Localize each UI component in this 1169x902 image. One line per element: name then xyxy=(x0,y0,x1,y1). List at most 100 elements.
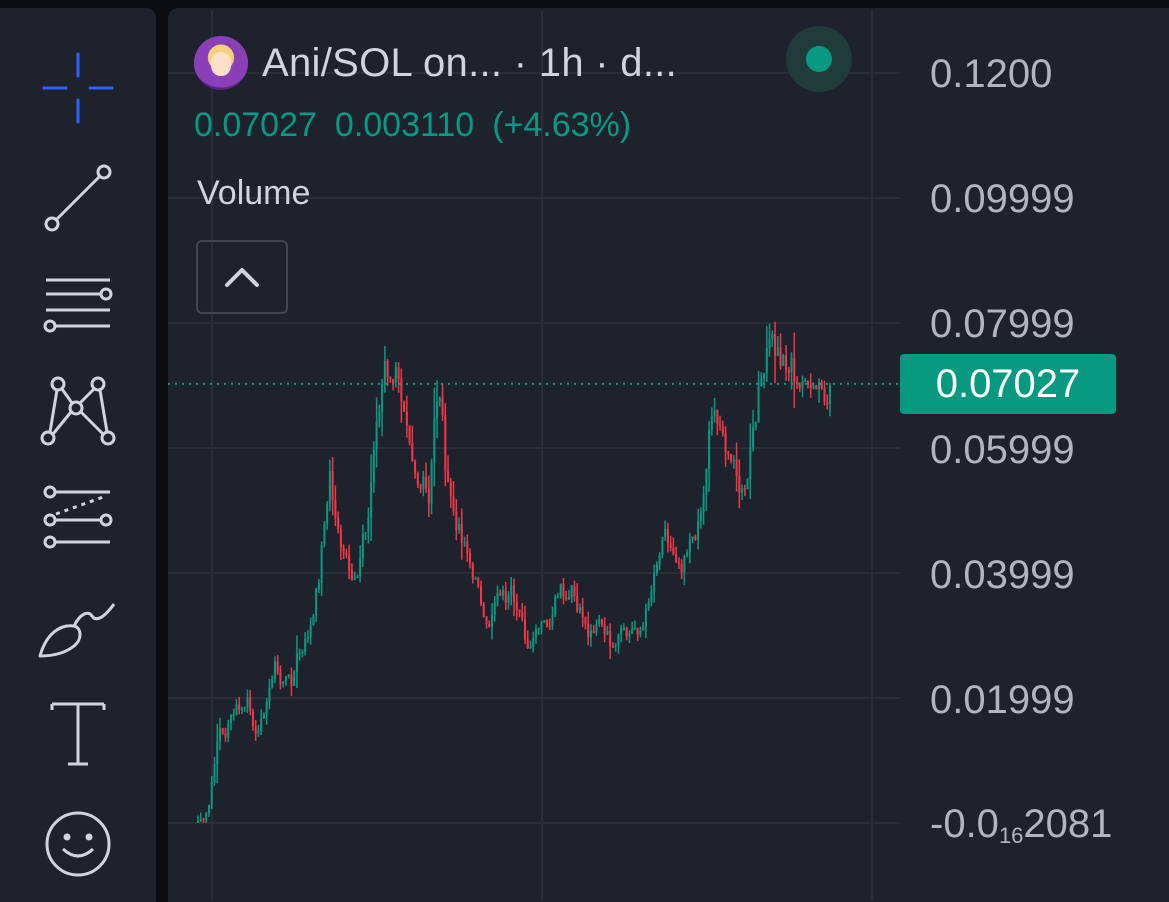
candle-body xyxy=(221,728,224,734)
price-axis-label: 0.01999 xyxy=(930,678,1075,722)
candle-body xyxy=(356,576,359,579)
candle-body xyxy=(584,617,587,624)
candle-body xyxy=(548,625,551,627)
candle-body xyxy=(271,679,274,688)
candle-body xyxy=(249,697,252,711)
candle-body xyxy=(403,401,406,412)
candle-body xyxy=(727,452,730,455)
candle-body xyxy=(806,380,810,385)
candle-body xyxy=(273,661,276,680)
price-change-percent: (+4.63%) xyxy=(492,106,632,144)
candle-body xyxy=(229,715,233,724)
symbol-title: Ani/SOL on... · 1h · d... xyxy=(262,40,678,85)
candle-body xyxy=(460,523,463,543)
candle-body xyxy=(205,812,208,821)
candle-body xyxy=(664,528,667,538)
candle-body xyxy=(447,471,450,483)
xabcd-pattern-icon xyxy=(40,376,116,446)
symbol-legend[interactable]: Ani/SOL on... · 1h · d... xyxy=(194,36,677,90)
candle-body xyxy=(284,676,287,682)
candle-body xyxy=(257,731,260,734)
volume-indicator-label[interactable]: Volume xyxy=(197,174,311,212)
tool-emoji[interactable] xyxy=(28,794,128,894)
market-status-button[interactable] xyxy=(786,26,852,92)
candle-body xyxy=(323,523,326,545)
candle-body xyxy=(774,334,777,356)
candle-body xyxy=(554,596,557,616)
price-axis-bottom-suffix: 2081 xyxy=(1023,802,1113,846)
tool-crosshair[interactable] xyxy=(28,38,128,138)
candle-body xyxy=(427,488,430,504)
candle-body xyxy=(639,630,642,636)
tool-text[interactable] xyxy=(28,684,128,784)
candle-body xyxy=(680,563,683,573)
candle-body xyxy=(224,733,227,738)
candle-body xyxy=(260,718,263,732)
current-price: 0.07027 xyxy=(194,106,317,144)
candle-body xyxy=(724,433,727,453)
candle-body xyxy=(757,386,760,423)
candle-body xyxy=(207,804,211,813)
candle-body xyxy=(375,421,378,450)
candle-body xyxy=(771,334,774,339)
candle-body xyxy=(430,462,433,504)
candle-body xyxy=(359,558,362,577)
candle-body xyxy=(337,518,340,530)
candle-body xyxy=(817,381,821,389)
candle-body xyxy=(298,652,301,655)
candle-body xyxy=(636,627,639,636)
candle-body xyxy=(754,422,757,428)
collapse-indicators-button[interactable] xyxy=(196,240,288,314)
price-change-line: 0.07027 0.003110 (+4.63%) xyxy=(194,106,649,145)
candle-body xyxy=(768,338,771,349)
candle-body xyxy=(595,624,598,634)
candle-body xyxy=(688,539,691,553)
candle-body xyxy=(238,704,241,710)
candle-body xyxy=(449,482,452,497)
candle-body xyxy=(262,714,265,719)
price-axis-label: 0.07999 xyxy=(930,302,1075,346)
candle-body xyxy=(556,595,559,598)
candle-body xyxy=(526,639,529,649)
candle-body xyxy=(543,620,546,622)
candle-body xyxy=(496,593,499,603)
candle-body xyxy=(306,637,309,639)
chart-grid xyxy=(168,10,900,900)
candle-body xyxy=(809,384,812,389)
tool-brush[interactable] xyxy=(28,580,128,680)
candle-body xyxy=(326,503,329,524)
candle-body xyxy=(425,476,428,489)
candle-body xyxy=(562,583,565,598)
candle-body xyxy=(620,628,623,635)
candle-body xyxy=(515,601,518,611)
candle-body xyxy=(625,628,628,637)
candle-body xyxy=(411,443,414,462)
chart-panel[interactable] xyxy=(168,8,1169,902)
tool-horizontal-lines[interactable] xyxy=(28,258,128,358)
candle-body xyxy=(202,819,205,821)
candle-body xyxy=(790,357,793,373)
candle-body xyxy=(592,630,595,634)
tool-trend-line[interactable] xyxy=(28,148,128,248)
candle-body xyxy=(551,615,554,626)
tool-pattern[interactable] xyxy=(28,360,128,460)
candle-body xyxy=(490,614,494,627)
candle-body xyxy=(290,674,293,687)
candle-body xyxy=(716,410,719,425)
candle-body xyxy=(540,621,543,629)
drawing-toolbar xyxy=(0,8,156,902)
candle-body xyxy=(499,593,502,596)
smiley-icon xyxy=(45,811,111,877)
candle-body xyxy=(779,347,782,366)
candle-body xyxy=(301,651,304,654)
candle-body xyxy=(317,583,320,590)
candle-body xyxy=(422,476,425,490)
candle-body xyxy=(793,357,796,382)
tool-fib-retracement[interactable] xyxy=(28,470,128,570)
candle-body xyxy=(705,469,708,496)
price-axis-bottom-prefix: -0.0 xyxy=(930,802,999,846)
candle-body xyxy=(479,586,483,605)
candle-body xyxy=(345,552,348,556)
